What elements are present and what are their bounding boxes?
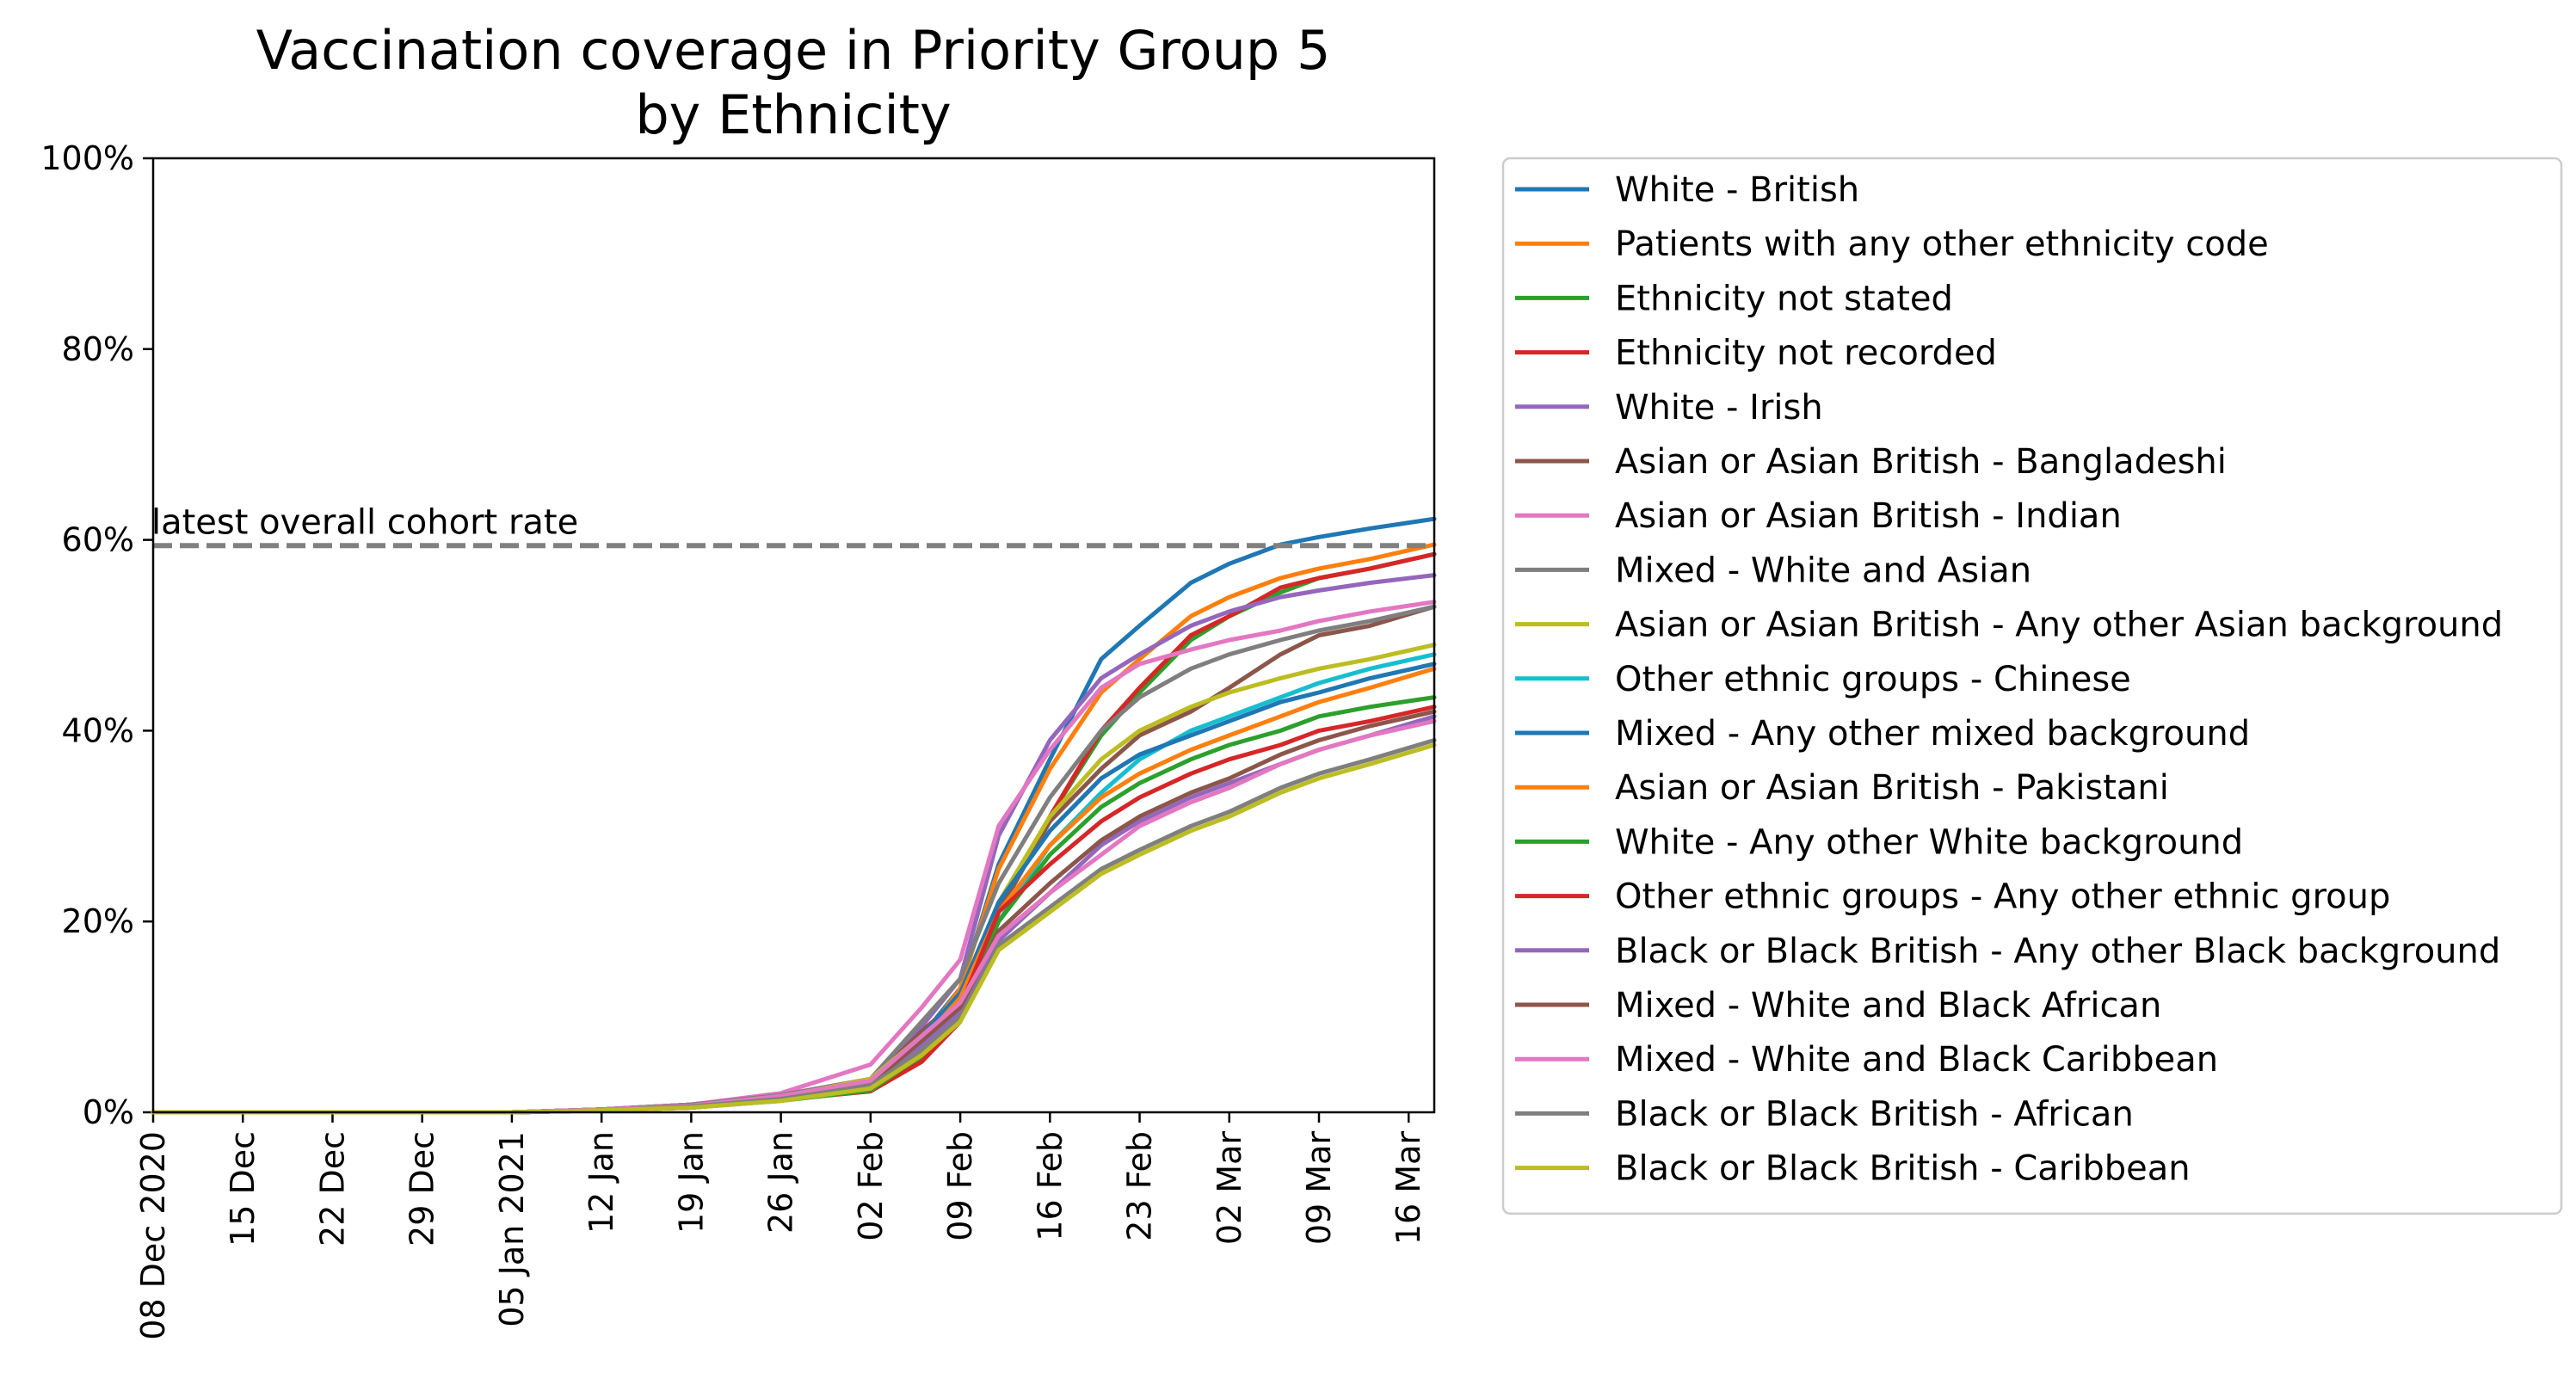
x-tick-label: 02 Feb — [852, 1131, 890, 1241]
series-line — [151, 714, 1437, 1115]
x-tick-label: 23 Feb — [1121, 1131, 1159, 1241]
legend-label: Other ethnic groups - Chinese — [1615, 660, 2131, 699]
legend-label: White - Any other White background — [1615, 822, 2243, 862]
series-line — [151, 573, 1437, 1115]
x-tick-label: 29 Dec — [404, 1131, 441, 1246]
x-tick-label: 22 Dec — [313, 1131, 351, 1246]
legend-label: Asian or Asian British - Bangladeshi — [1615, 442, 2227, 482]
legend-box — [1501, 157, 2563, 1216]
series-line — [151, 666, 1437, 1115]
x-tick-label: 09 Mar — [1300, 1131, 1338, 1246]
x-tick-label: 19 Jan — [672, 1131, 710, 1234]
x-tick-label: 08 Dec 2020 — [134, 1131, 172, 1340]
legend-label: Black or Black British - Caribbean — [1615, 1149, 2191, 1189]
legend-label: Mixed - White and Asian — [1615, 551, 2031, 590]
x-tick-label: 09 Feb — [941, 1131, 979, 1241]
x-tick-label: 16 Mar — [1390, 1131, 1427, 1246]
legend-label: Black or Black British - African — [1615, 1094, 2134, 1134]
x-tick-label: 16 Feb — [1031, 1131, 1069, 1241]
plot-area-frame — [151, 157, 1436, 1114]
legend-label: White - British — [1615, 170, 1859, 210]
series-line — [151, 604, 1437, 1115]
series-line — [151, 718, 1437, 1115]
reference-line: latest overall cohort rate — [151, 502, 1434, 549]
legend-label: Black or Black British - Any other Black… — [1615, 932, 2500, 971]
series-line — [151, 742, 1437, 1115]
x-tick-label: 15 Dec — [224, 1131, 262, 1246]
y-tick-label: 40% — [62, 711, 134, 749]
legend-label: Other ethnic groups - Any other ethnic g… — [1615, 877, 2390, 917]
x-axis: 08 Dec 2020 15 Dec 22 Dec 29 Dec 05 Jan 2021… — [134, 1112, 1427, 1340]
x-tick-label: 05 Jan 2021 — [493, 1131, 531, 1327]
x-tick-label: 12 Jan — [582, 1131, 620, 1234]
y-tick-label: 0% — [83, 1093, 134, 1131]
chart-title-line-1: Vaccination coverage in Priority Group 5 — [256, 19, 1331, 82]
x-tick-label: 02 Mar — [1211, 1131, 1248, 1246]
legend-label: Patients with any other ethnicity code — [1615, 225, 2269, 264]
legend-label: Mixed - White and Black Caribbean — [1615, 1040, 2218, 1080]
legend-label: Ethnicity not stated — [1615, 279, 1953, 318]
series-line — [151, 542, 1437, 1115]
y-tick-label: 60% — [62, 521, 134, 559]
series-line — [151, 709, 1437, 1115]
series-line — [151, 604, 1437, 1115]
legend-label: Ethnicity not recorded — [1615, 334, 1997, 373]
legend: White - British Patients with any other e… — [1501, 157, 2563, 1216]
y-tick-label: 80% — [62, 330, 134, 368]
series-line — [151, 652, 1437, 1115]
legend-label: White - Irish — [1615, 388, 1823, 428]
legend-label: Asian or Asian British - Pakistani — [1615, 768, 2169, 808]
chart-title-line-2: by Ethnicity — [635, 83, 951, 146]
legend-label: Mixed - White and Black African — [1615, 986, 2161, 1025]
series-line — [151, 705, 1437, 1115]
series-line — [151, 695, 1437, 1115]
series-layer — [151, 516, 1437, 1115]
x-tick-label: 26 Jan — [762, 1131, 800, 1234]
reference-line-label: latest overall cohort rate — [151, 502, 578, 542]
y-tick-label: 20% — [62, 902, 134, 940]
legend-label: Asian or Asian British - Any other Asian… — [1615, 606, 2503, 645]
series-line — [151, 738, 1437, 1115]
y-axis: 0% 20% 40% 60% 80% 100% — [40, 139, 153, 1131]
y-tick-label: 100% — [40, 139, 134, 177]
legend-label: Asian or Asian British - Indian — [1615, 496, 2122, 536]
legend-label: Mixed - Any other mixed background — [1615, 714, 2250, 754]
chart-title: Vaccination coverage in Priority Group 5… — [256, 19, 1331, 146]
